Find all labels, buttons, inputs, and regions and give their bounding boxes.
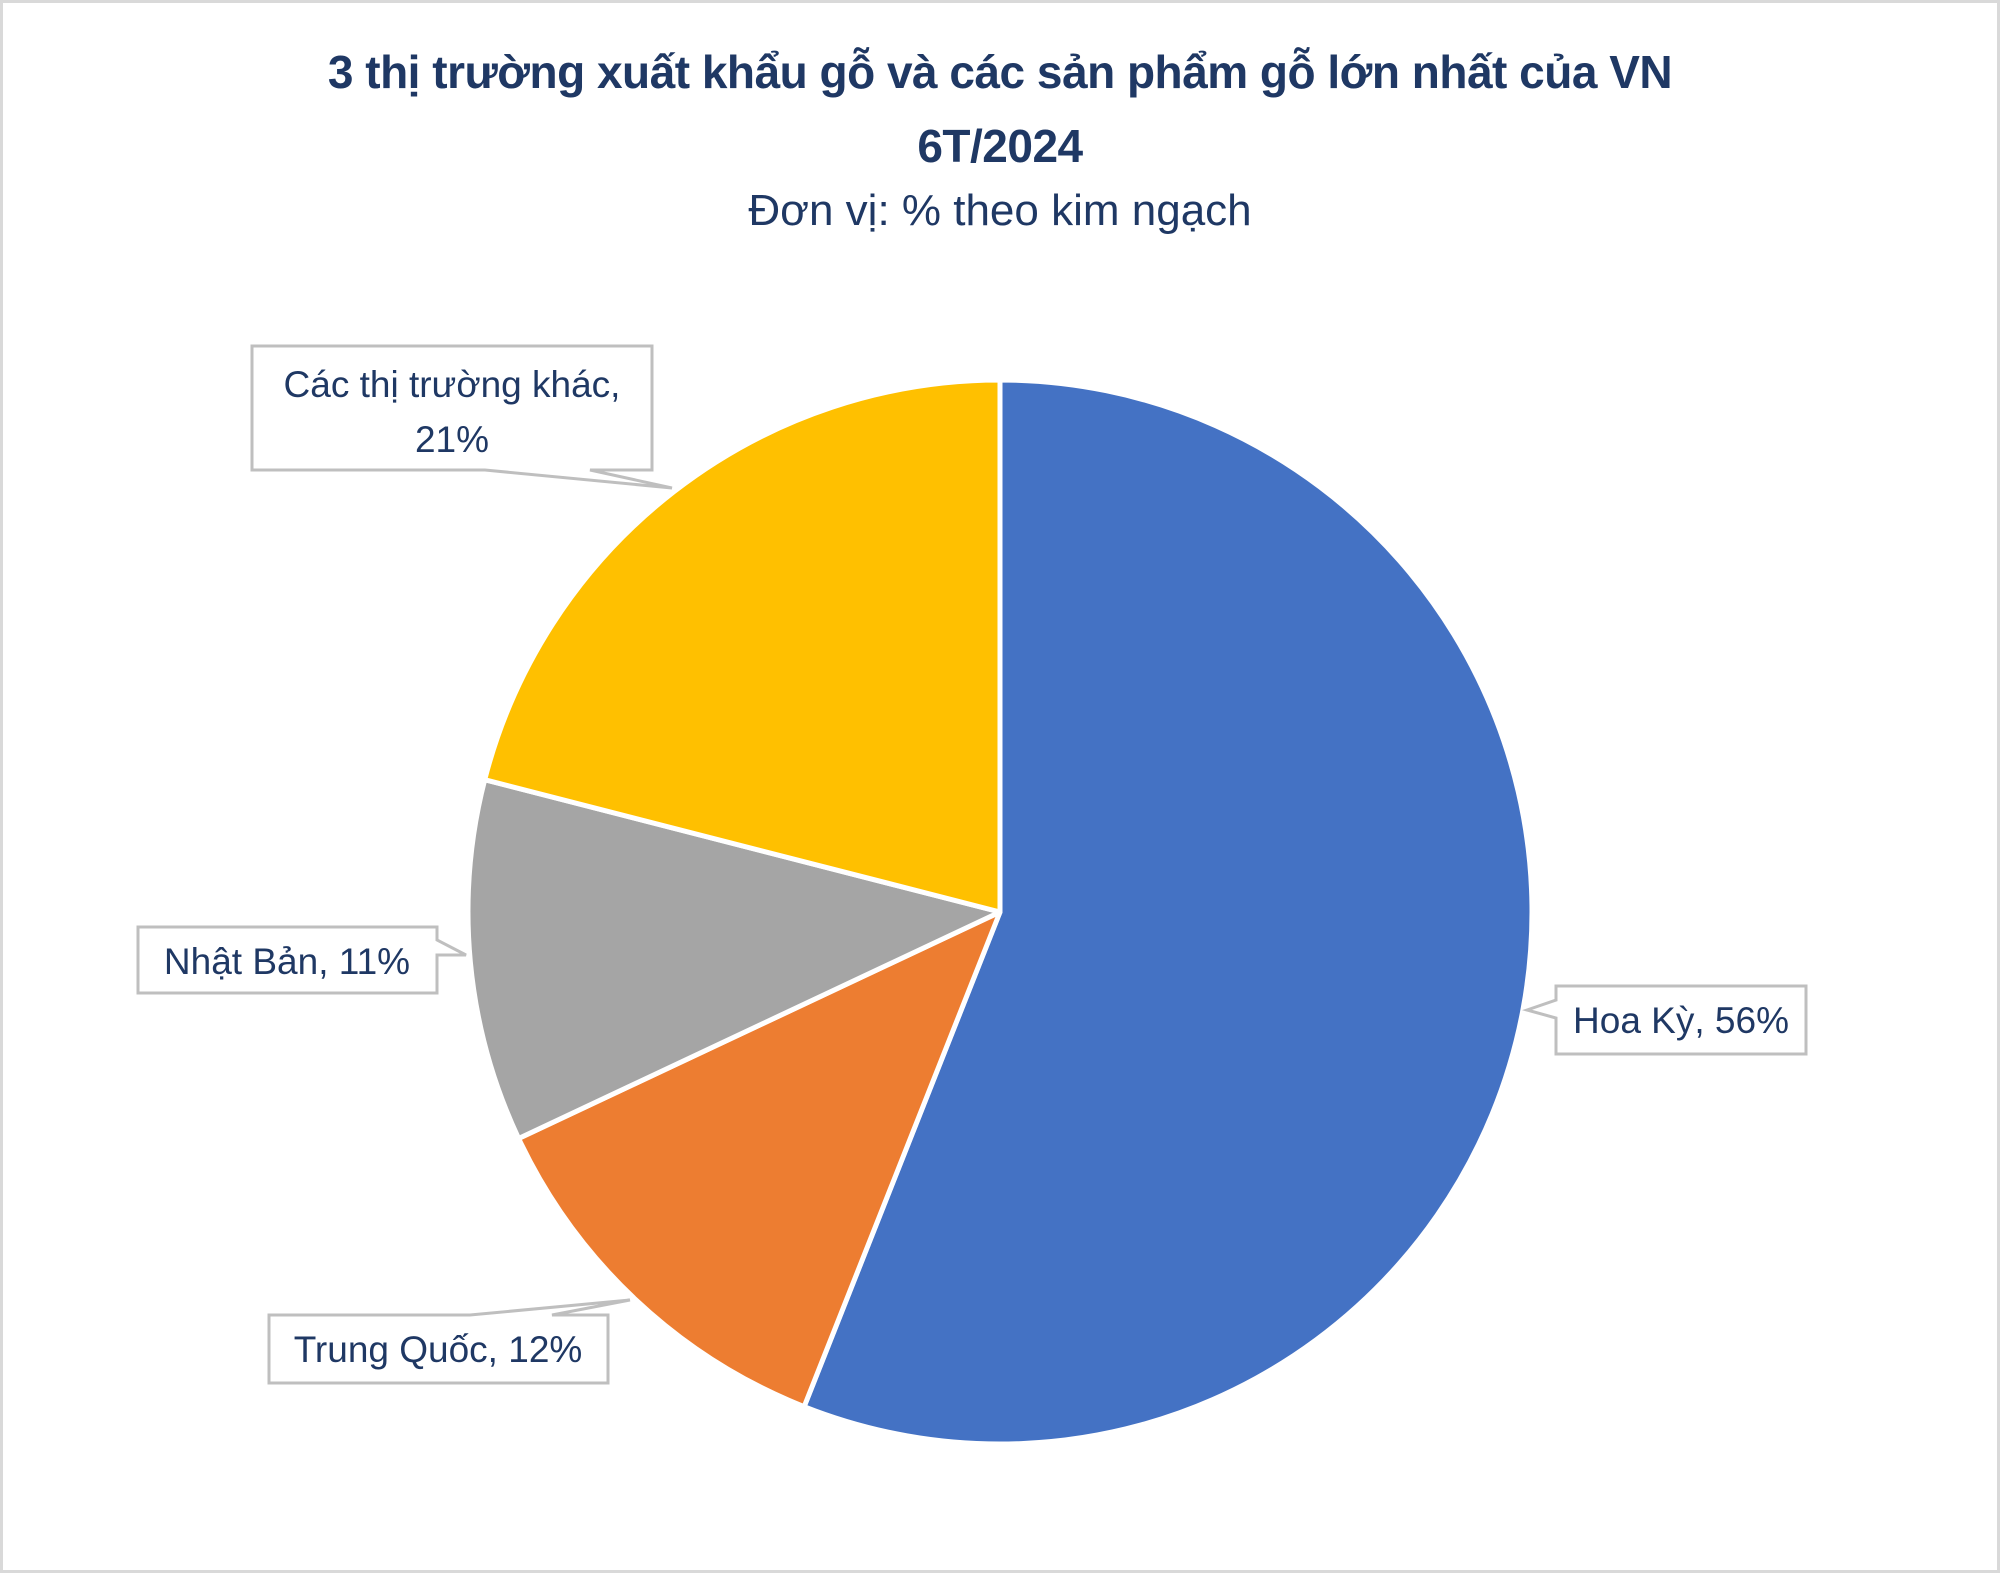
label-other-markets-value: 21%: [415, 419, 489, 460]
slice-china: [516, 909, 1003, 1410]
chart-title: 3 thị trường xuất khẩu gỗ và các sản phẩ…: [327, 46, 1673, 98]
slice-usa: [801, 377, 1535, 1447]
label-usa: Hoa Kỳ, 56%: [1573, 1000, 1789, 1041]
callout-usa: Hoa Kỳ, 56%: [1521, 984, 1808, 1056]
callout-china: Trung Quốc, 12%: [267, 1298, 631, 1385]
callout-other-markets: Các thị trường khác, 21%: [250, 344, 673, 490]
label-china: Trung Quốc, 12%: [294, 1329, 583, 1370]
label-japan: Nhật Bản, 11%: [164, 941, 410, 982]
slice-japan: [465, 777, 1003, 1142]
callout-japan: Nhật Bản, 11%: [136, 925, 467, 995]
chart-title-period: 6T/2024: [917, 120, 1083, 172]
chart-subtitle: Đơn vị: % theo kim ngạch: [748, 186, 1252, 235]
slice-other-markets: [482, 377, 1003, 915]
label-other-markets-name: Các thị trường khác,: [284, 364, 621, 405]
pie-slices: [465, 377, 1535, 1447]
